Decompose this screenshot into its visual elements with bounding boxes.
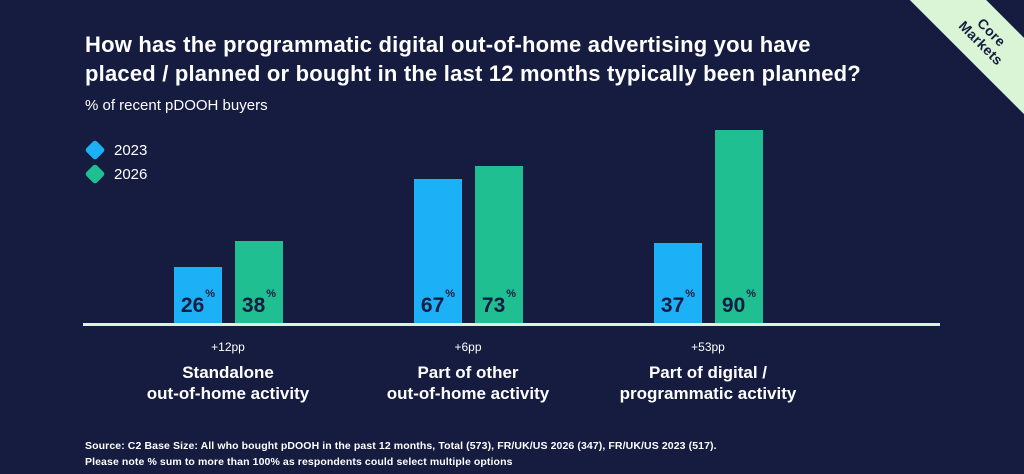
source-note: Source: C2 Base Size: All who bought pDO… — [85, 439, 717, 470]
delta-label: +53pp — [691, 340, 725, 354]
delta-label: +6pp — [454, 340, 482, 354]
bar-group: 26% 38% — [118, 241, 338, 323]
bar-2023: 37% — [653, 243, 702, 323]
source-line-2: Please note % sum to more than 100% as r… — [85, 455, 513, 468]
bar-value-label: 38% — [241, 288, 277, 317]
bar-value-label: 37% — [660, 288, 696, 317]
chart-subtitle: % of recent pDOOH buyers — [85, 97, 268, 114]
bar-2023: 26% — [173, 267, 222, 323]
bar-value-label: 73% — [481, 288, 517, 317]
bar-2026: 73% — [474, 166, 523, 323]
legend-label: 2023 — [114, 141, 148, 159]
ribbon-label: Core Markets — [955, 14, 1010, 69]
legend-item-2023: 2023 — [84, 138, 148, 162]
core-markets-ribbon: Core Markets — [874, 0, 1024, 150]
legend: 2023 2026 — [84, 138, 148, 186]
bar-2026: 38% — [234, 241, 283, 323]
bar-2026: 90% — [714, 129, 763, 323]
category-label: Part of digital / programmatic activity — [619, 363, 797, 403]
category-label: Standalone out-of-home activity — [146, 363, 310, 403]
bar-value-label: 26% — [180, 288, 216, 317]
bar-2023: 67% — [413, 178, 462, 323]
bar-value-label: 67% — [420, 288, 456, 317]
chart-title: How has the programmatic digital out-of-… — [85, 32, 861, 86]
category-label: Part of other out-of-home activity — [386, 363, 550, 403]
source-line-1: Source: C2 Base Size: All who bought pDO… — [85, 440, 717, 452]
delta-label: +12pp — [211, 340, 245, 354]
legend-label: 2026 — [114, 165, 148, 183]
legend-item-2026: 2026 — [84, 162, 148, 186]
bar-group: 37% 90% — [598, 129, 818, 323]
ribbon-band: Core Markets — [885, 0, 1024, 139]
bar-group: 67% 73% — [358, 166, 578, 323]
bar-value-label: 90% — [721, 288, 757, 317]
chart-baseline — [83, 323, 940, 326]
